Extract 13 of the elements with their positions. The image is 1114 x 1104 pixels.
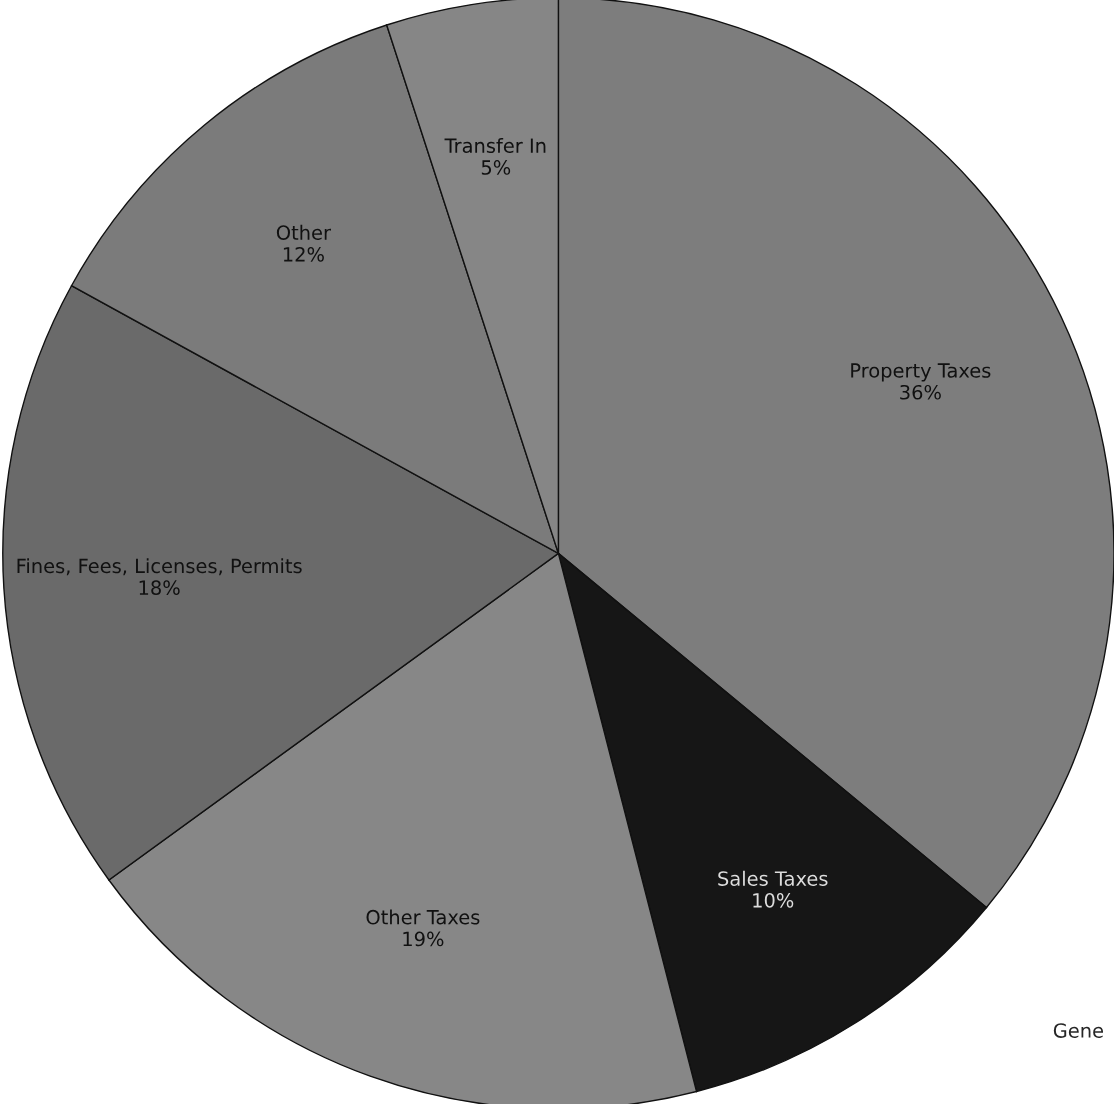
- data-label: 18%: [139, 580, 180, 596]
- data-label: 5%: [481, 160, 511, 175]
- slice-label: Fines, Fees, Licenses, Permits: [17, 558, 302, 576]
- slice-label: Other: [276, 224, 331, 240]
- data-label: 36%: [900, 384, 941, 400]
- slice-label: Other Taxes: [366, 909, 480, 925]
- slice-label: Sales Taxes: [718, 870, 828, 886]
- data-label: 10%: [753, 892, 794, 908]
- slice-label: Transfer In: [444, 137, 546, 154]
- data-label: 12%: [283, 246, 324, 262]
- slice-label: Property Taxes: [851, 363, 991, 382]
- text: Gene: [1053, 1023, 1104, 1038]
- data-label: 19%: [403, 931, 444, 947]
